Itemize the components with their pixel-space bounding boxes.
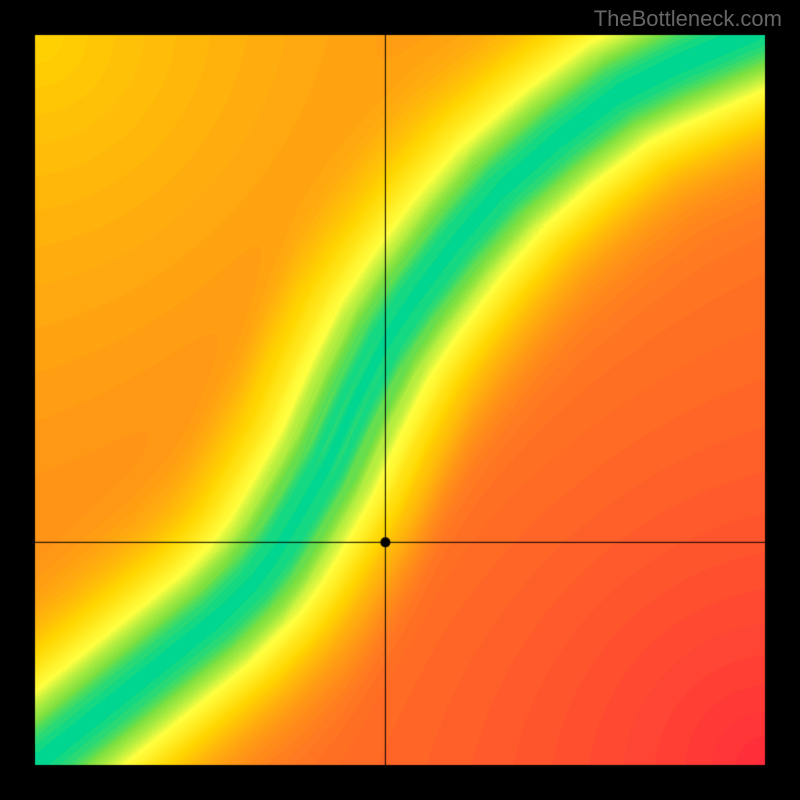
chart-container: TheBottleneck.com bbox=[0, 0, 800, 800]
bottleneck-heatmap-canvas bbox=[0, 0, 800, 800]
watermark-text: TheBottleneck.com bbox=[594, 6, 782, 32]
